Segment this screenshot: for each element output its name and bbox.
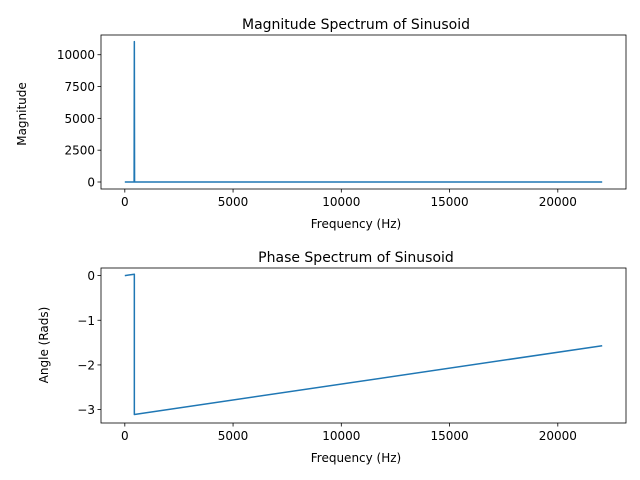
- magnitude-series-group: [124, 40, 603, 183]
- phase-y-ticks: 0 −1 −2 −3: [77, 269, 101, 417]
- magnitude-y-axis-label: Magnitude: [15, 82, 29, 146]
- phase-subplot: Phase Spectrum of Sinusoid 0 5000 10000 150…: [37, 250, 627, 465]
- magnitude-x-tick-label: 5000: [218, 195, 249, 209]
- magnitude-y-ticks: 0 2500 5000 7500 10000: [57, 48, 101, 190]
- phase-y-tick-label: −1: [77, 314, 95, 328]
- phase-axes-frame: [100, 267, 627, 424]
- phase-x-tick-label: 0: [121, 429, 129, 443]
- magnitude-y-tick-label: 7500: [64, 80, 95, 94]
- phase-title: Phase Spectrum of Sinusoid: [258, 250, 454, 266]
- magnitude-y-tick-label: 5000: [64, 112, 95, 126]
- phase-x-tick-label: 10000: [322, 429, 360, 443]
- magnitude-axes-frame: [100, 34, 627, 190]
- phase-y-tick-label: −3: [77, 403, 95, 417]
- phase-y-axis-label: Angle (Rads): [37, 307, 51, 384]
- magnitude-subplot: Magnitude Spectrum of Sinusoid 0 5000 1000…: [15, 17, 627, 231]
- phase-x-ticks: 0 5000 10000 15000 20000: [121, 423, 577, 443]
- phase-x-axis-label: Frequency (Hz): [311, 451, 402, 465]
- phase-y-tick-label: 0: [87, 269, 95, 283]
- magnitude-y-tick-label: 10000: [57, 48, 95, 62]
- phase-x-tick-label: 15000: [430, 429, 468, 443]
- phase-series-line: [124, 273, 603, 416]
- magnitude-y-tick-label: 2500: [64, 144, 95, 158]
- magnitude-x-ticks: 0 5000 10000 15000 20000: [121, 189, 577, 209]
- phase-x-tick-label: 20000: [539, 429, 577, 443]
- magnitude-series-line: [124, 40, 603, 183]
- magnitude-x-axis-label: Frequency (Hz): [311, 217, 402, 231]
- magnitude-x-tick-label: 10000: [322, 195, 360, 209]
- magnitude-x-tick-label: 15000: [430, 195, 468, 209]
- phase-y-tick-label: −2: [77, 358, 95, 372]
- magnitude-x-tick-label: 20000: [539, 195, 577, 209]
- phase-x-tick-label: 5000: [218, 429, 249, 443]
- magnitude-title: Magnitude Spectrum of Sinusoid: [242, 17, 470, 33]
- phase-series-group: [124, 273, 603, 416]
- magnitude-x-tick-label: 0: [121, 195, 129, 209]
- magnitude-y-tick-label: 0: [87, 176, 95, 190]
